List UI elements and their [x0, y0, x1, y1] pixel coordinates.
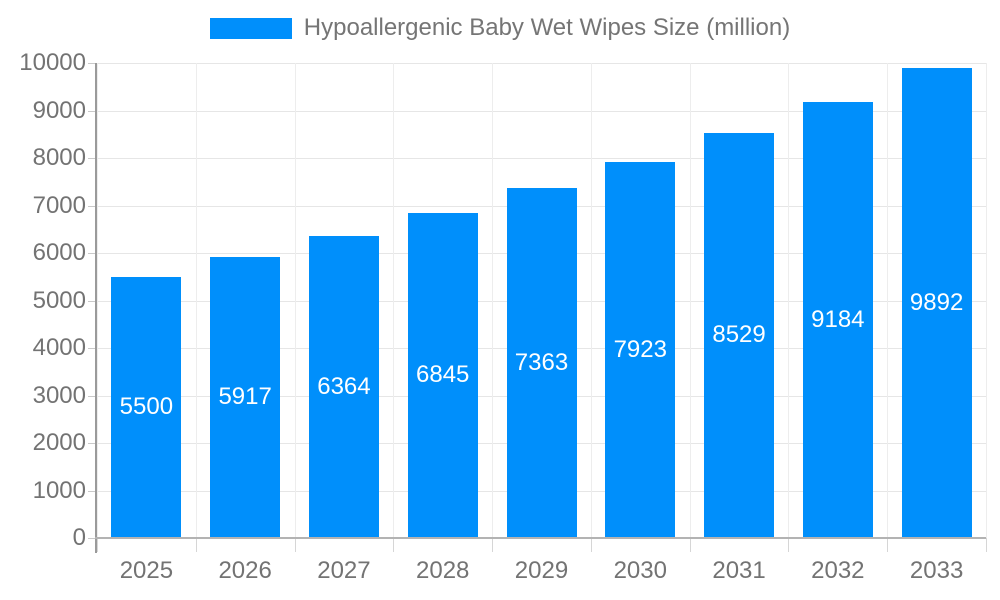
y-axis-tick	[88, 300, 97, 302]
y-tick-label: 4000	[32, 334, 86, 361]
bar-2027[interactable]: 6364	[308, 235, 379, 538]
bar-2032[interactable]: 9184	[802, 101, 873, 538]
legend: Hypoallergenic Baby Wet Wipes Size (mill…	[0, 14, 1000, 42]
y-axis-tick	[88, 63, 97, 64]
x-axis-tick	[492, 538, 494, 552]
bar-value-label: 6364	[317, 372, 371, 400]
y-tick-label: 9000	[32, 96, 86, 124]
y-axis-tick	[88, 110, 97, 112]
plot-area: 0 1000 2000 3000 4000 5000 6000 7000 8000 9000 100…	[19, 49, 987, 584]
y-axis-line	[95, 63, 97, 553]
x-tick-label-2025: 2025	[119, 557, 174, 584]
bar-value-label: 7363	[514, 349, 569, 377]
v-gridline	[492, 63, 494, 538]
v-gridline	[788, 63, 790, 538]
x-axis-tick	[294, 538, 296, 552]
x-tick-label-2033: 2033	[909, 557, 964, 584]
x-axis-tick	[986, 538, 987, 552]
v-gridline	[195, 63, 197, 538]
x-tick-label-2029: 2029	[514, 557, 569, 584]
v-gridline	[590, 63, 592, 538]
bar-value-label: 5917	[218, 383, 272, 411]
h-gridline	[97, 158, 986, 159]
x-axis-tick	[393, 538, 395, 552]
v-gridline	[986, 63, 987, 538]
y-tick-label: 2000	[32, 429, 86, 456]
bar-value-label: 7923	[613, 335, 667, 363]
bar-2028[interactable]: 6845	[407, 212, 478, 538]
x-tick-label-2026: 2026	[218, 557, 272, 584]
bar-value-label: 8529	[712, 321, 766, 349]
bar-value-label: 9892	[909, 289, 964, 317]
bar-2033[interactable]: 9892	[901, 68, 972, 538]
y-tick-label: 5000	[32, 286, 86, 314]
y-axis-tick	[88, 395, 97, 397]
y-tick-label: 8000	[32, 144, 86, 171]
bar-2030[interactable]: 7923	[605, 161, 676, 538]
y-tick-label: 6000	[32, 239, 86, 266]
x-axis-tick	[788, 538, 790, 552]
x-axis-tick	[97, 538, 98, 552]
x-tick-label-2032: 2032	[811, 557, 865, 584]
y-tick-label: 0	[72, 524, 86, 551]
x-axis-tick	[195, 538, 197, 552]
x-tick-label-2031: 2031	[712, 557, 766, 584]
y-axis-tick	[88, 253, 97, 254]
v-gridline	[689, 63, 691, 538]
y-axis-tick	[88, 348, 97, 349]
y-tick-label: 1000	[32, 476, 86, 504]
x-tick-label-2030: 2030	[613, 557, 667, 584]
x-tick-label-2028: 2028	[416, 557, 470, 584]
bar-value-label: 9184	[811, 305, 865, 333]
bar-2026[interactable]: 5917	[210, 256, 281, 538]
bar-2025[interactable]: 5500	[111, 276, 182, 538]
h-gridline	[97, 110, 986, 112]
bar-value-label: 5500	[119, 393, 174, 421]
v-gridline	[97, 63, 98, 538]
bar-value-label: 6845	[416, 361, 470, 389]
y-tick-label: 3000	[32, 381, 86, 409]
y-axis-tick	[88, 158, 97, 159]
y-axis-tick	[88, 443, 97, 444]
v-gridline	[393, 63, 395, 538]
x-axis-tick	[887, 538, 889, 552]
legend-item[interactable]: Hypoallergenic Baby Wet Wipes Size (mill…	[209, 14, 791, 42]
legend-swatch-icon	[209, 17, 292, 39]
y-axis-tick	[88, 205, 97, 207]
y-axis-tick	[88, 538, 97, 539]
y-tick-label: 7000	[32, 191, 86, 219]
legend-label: Hypoallergenic Baby Wet Wipes Size (mill…	[303, 14, 791, 41]
y-axis-tick	[88, 490, 97, 492]
x-axis-line	[95, 537, 986, 539]
bar-2031[interactable]: 8529	[704, 132, 775, 538]
x-axis-tick	[590, 538, 592, 552]
v-gridline	[887, 63, 889, 538]
x-tick-label-2027: 2027	[317, 557, 371, 584]
h-gridline	[97, 63, 986, 64]
x-axis-tick	[689, 538, 691, 552]
y-tick-label: 10000	[19, 49, 86, 76]
v-gridline	[294, 63, 296, 538]
bar-2029[interactable]: 7363	[506, 188, 577, 538]
